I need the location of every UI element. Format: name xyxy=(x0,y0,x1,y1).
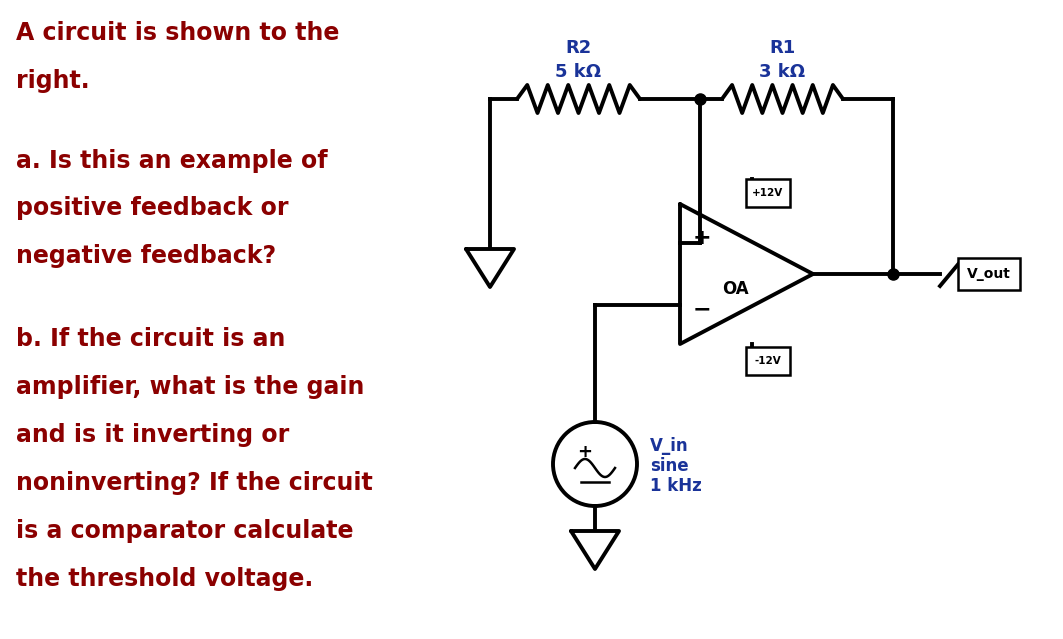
Text: -12V: -12V xyxy=(755,356,781,366)
Text: +: + xyxy=(693,228,711,248)
Text: the threshold voltage.: the threshold voltage. xyxy=(16,567,314,591)
Text: 5 kΩ: 5 kΩ xyxy=(556,63,602,81)
Text: R1: R1 xyxy=(770,39,795,57)
Text: negative feedback?: negative feedback? xyxy=(16,244,276,268)
Text: OA: OA xyxy=(723,280,749,298)
Text: +12V: +12V xyxy=(753,188,783,198)
Text: a. Is this an example of: a. Is this an example of xyxy=(16,148,327,173)
Text: positive feedback or: positive feedback or xyxy=(16,196,288,220)
Polygon shape xyxy=(466,249,514,287)
Text: amplifier, what is the gain: amplifier, what is the gain xyxy=(16,375,365,399)
Text: R2: R2 xyxy=(566,39,592,57)
Text: V_in: V_in xyxy=(649,437,689,455)
Text: right.: right. xyxy=(16,68,89,93)
Text: is a comparator calculate: is a comparator calculate xyxy=(16,519,353,543)
Text: b. If the circuit is an: b. If the circuit is an xyxy=(16,327,285,351)
Text: V_out: V_out xyxy=(967,267,1011,281)
Text: noninverting? If the circuit: noninverting? If the circuit xyxy=(16,471,373,495)
Text: sine: sine xyxy=(649,457,689,475)
Bar xyxy=(746,179,790,207)
Bar xyxy=(958,258,1020,290)
Polygon shape xyxy=(571,531,619,569)
Text: 3 kΩ: 3 kΩ xyxy=(759,63,806,81)
Text: 1 kHz: 1 kHz xyxy=(649,477,702,495)
Text: +: + xyxy=(577,443,592,461)
Text: −: − xyxy=(693,300,711,320)
Bar xyxy=(746,347,790,375)
Text: and is it inverting or: and is it inverting or xyxy=(16,423,289,447)
Text: A circuit is shown to the: A circuit is shown to the xyxy=(16,20,339,45)
